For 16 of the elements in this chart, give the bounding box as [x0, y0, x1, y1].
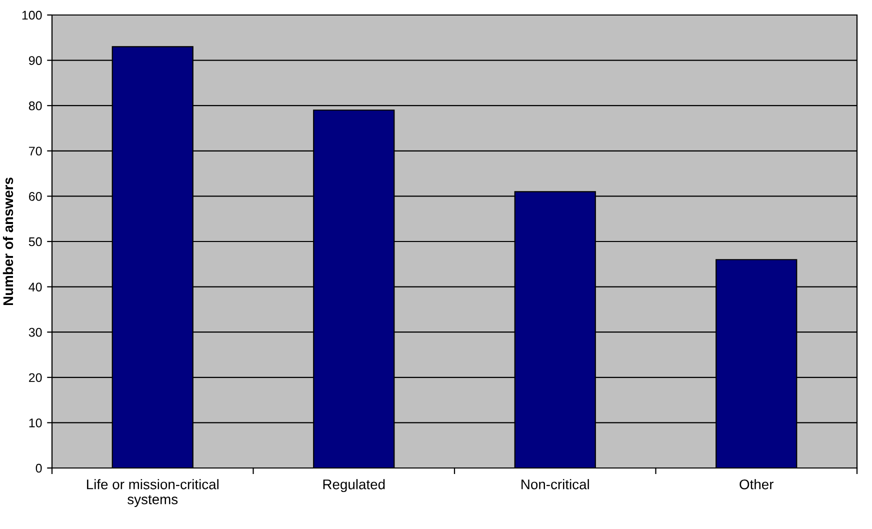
y-axis-title: Number of answers [2, 178, 14, 306]
y-tick-label: 60 [29, 192, 42, 201]
x-tick-label: Regulated [323, 479, 385, 492]
y-tick-label: 90 [28, 56, 42, 65]
y-tick-label: 30 [28, 328, 42, 337]
y-tick-label: 20 [29, 373, 42, 382]
y-tick-label: 80 [28, 101, 42, 110]
y-tick-label: 40 [28, 282, 42, 292]
x-tick-label: Non-critical [522, 479, 589, 490]
y-tick-label: 100 [22, 10, 42, 20]
y-tick-label: 70 [29, 146, 42, 156]
x-tick-label: Other [740, 479, 774, 490]
y-tick-label: 50 [28, 237, 42, 246]
y-tick-label: 10 [29, 418, 42, 428]
x-tick-label: Life or mission-critical systems [87, 479, 218, 508]
y-tick-label: 0 [36, 464, 42, 473]
